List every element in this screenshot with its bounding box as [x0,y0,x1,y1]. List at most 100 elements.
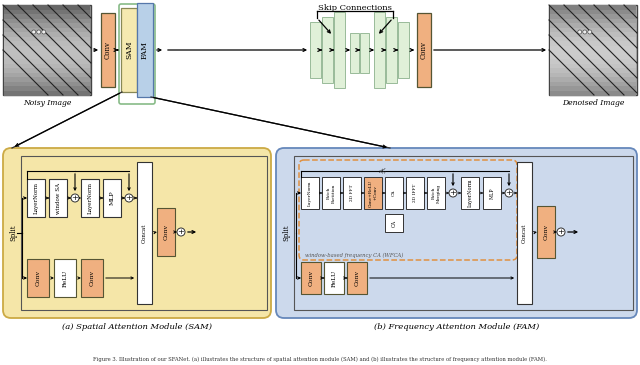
Circle shape [578,30,582,34]
Bar [4,59,90,64]
Circle shape [32,30,36,34]
Bar [374,12,385,88]
Bar [550,50,636,55]
Text: Patch
Partition: Patch Partition [326,183,335,203]
Bar [550,68,636,73]
Text: LayerNorm: LayerNorm [467,179,472,207]
Bar [550,41,636,46]
Text: Conv: Conv [35,270,40,286]
Bar [550,54,636,59]
Text: (b) Frequency Attention Module (FAM): (b) Frequency Attention Module (FAM) [374,323,539,331]
Circle shape [588,30,592,34]
Bar [301,262,321,294]
Bar [4,14,90,19]
Text: MLP: MLP [490,187,495,199]
Bar [550,59,636,64]
Bar [3,5,91,95]
Text: CA: CA [392,190,396,196]
Bar [517,162,532,304]
Text: +: + [125,194,132,202]
Circle shape [583,30,587,34]
Text: Conv: Conv [355,270,360,286]
Bar [550,91,636,96]
Bar [461,177,479,209]
Text: $x_f^r$: $x_f^r$ [380,167,388,177]
Text: Concat: Concat [142,223,147,243]
Bar [4,54,90,59]
Circle shape [449,189,457,197]
Bar [137,162,152,304]
Text: Conv: Conv [420,41,428,59]
Text: Conv: Conv [90,270,95,286]
Text: Denoised Image: Denoised Image [562,99,624,107]
Text: LayerNorm: LayerNorm [308,180,312,206]
Circle shape [42,30,46,34]
Bar [4,64,90,69]
Text: FAM: FAM [141,41,149,59]
Bar [385,214,403,232]
Bar [4,46,90,50]
Text: Patch
Merging: Patch Merging [432,184,440,203]
Text: ReLU: ReLU [63,269,67,287]
Circle shape [557,228,565,236]
Bar [121,8,137,92]
Bar [81,179,99,217]
Text: (a) Spatial Attention Module (SAM): (a) Spatial Attention Module (SAM) [62,323,212,331]
Text: window SA: window SA [56,182,61,214]
Bar [4,27,90,32]
Text: +: + [449,189,456,197]
Bar [157,208,175,256]
Bar [4,5,90,10]
Circle shape [505,189,513,197]
Bar [137,3,153,97]
Bar [550,81,636,87]
Bar [537,206,555,258]
Text: Noisy Image: Noisy Image [23,99,71,107]
Bar [310,22,321,78]
Bar [550,19,636,23]
Bar [386,17,397,83]
Bar [4,23,90,28]
Bar [324,262,344,294]
Text: Conv: Conv [163,224,168,240]
Bar [550,23,636,28]
Bar [550,5,636,10]
Text: Split: Split [282,225,290,241]
Bar [4,86,90,91]
Bar [417,13,431,87]
Text: ReLU: ReLU [332,269,337,287]
Bar [103,179,121,217]
Bar [322,17,333,83]
Bar [4,77,90,82]
Bar [334,12,345,88]
Bar [385,177,403,209]
Bar [550,64,636,69]
Bar [4,50,90,55]
Text: $x_f^i$: $x_f^i$ [378,166,386,177]
Text: Conv: Conv [308,270,314,286]
Text: +: + [72,194,79,202]
Bar [360,33,369,73]
Bar [4,9,90,15]
Bar [550,14,636,19]
Text: Figure 3. Illustration of our SFANet. (a) illustrates the structure of spatial a: Figure 3. Illustration of our SFANet. (a… [93,357,547,362]
Text: LayerNorm: LayerNorm [33,182,38,214]
Text: 2D IFFT: 2D IFFT [413,184,417,202]
Bar [294,156,633,310]
Text: LayerNorm: LayerNorm [88,182,93,214]
Bar [4,91,90,96]
Bar [49,179,67,217]
Bar [4,36,90,42]
Bar [301,177,319,209]
Bar [4,32,90,37]
Text: window-based frequency CA (WFCA): window-based frequency CA (WFCA) [305,252,403,258]
Bar [406,177,424,209]
Bar [4,41,90,46]
Text: +: + [506,189,513,197]
Text: Concat: Concat [522,223,527,243]
Bar [550,9,636,15]
Text: +: + [557,228,564,236]
Bar [4,68,90,73]
Bar [550,27,636,32]
Bar [21,156,267,310]
